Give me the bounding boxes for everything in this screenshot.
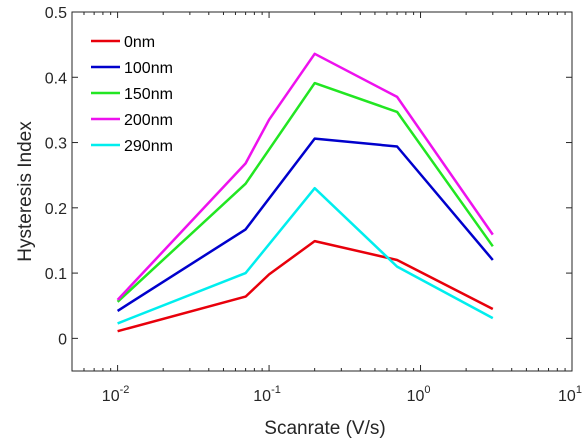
x-tick-base: 10: [253, 388, 271, 405]
y-axis-title: Hysteresis Index: [15, 121, 36, 262]
x-tick-base: 10: [558, 388, 576, 405]
y-tick-label: 0.3: [45, 136, 67, 153]
y-tick-label: 0: [58, 331, 67, 348]
legend-label-150nm: 150nm: [124, 86, 173, 103]
x-tick-exponent: 0: [424, 384, 430, 396]
x-tick-exponent: -2: [120, 384, 130, 396]
x-axis-title: Scanrate (V/s): [264, 418, 385, 439]
legend-label-290nm: 290nm: [124, 138, 173, 155]
legend-label-100nm: 100nm: [124, 60, 173, 77]
legend-label-0nm: 0nm: [124, 34, 155, 51]
y-tick-label: 0.2: [45, 201, 67, 218]
y-tick-label: 0.1: [45, 266, 67, 283]
x-tick-base: 10: [102, 388, 120, 405]
y-tick-label: 0.5: [45, 5, 67, 22]
y-tick-label: 0.4: [45, 70, 67, 87]
x-tick-exponent: -1: [271, 384, 281, 396]
x-tick-base: 10: [407, 388, 425, 405]
legend-label-200nm: 200nm: [124, 112, 173, 129]
x-tick-exponent: 1: [576, 384, 582, 396]
